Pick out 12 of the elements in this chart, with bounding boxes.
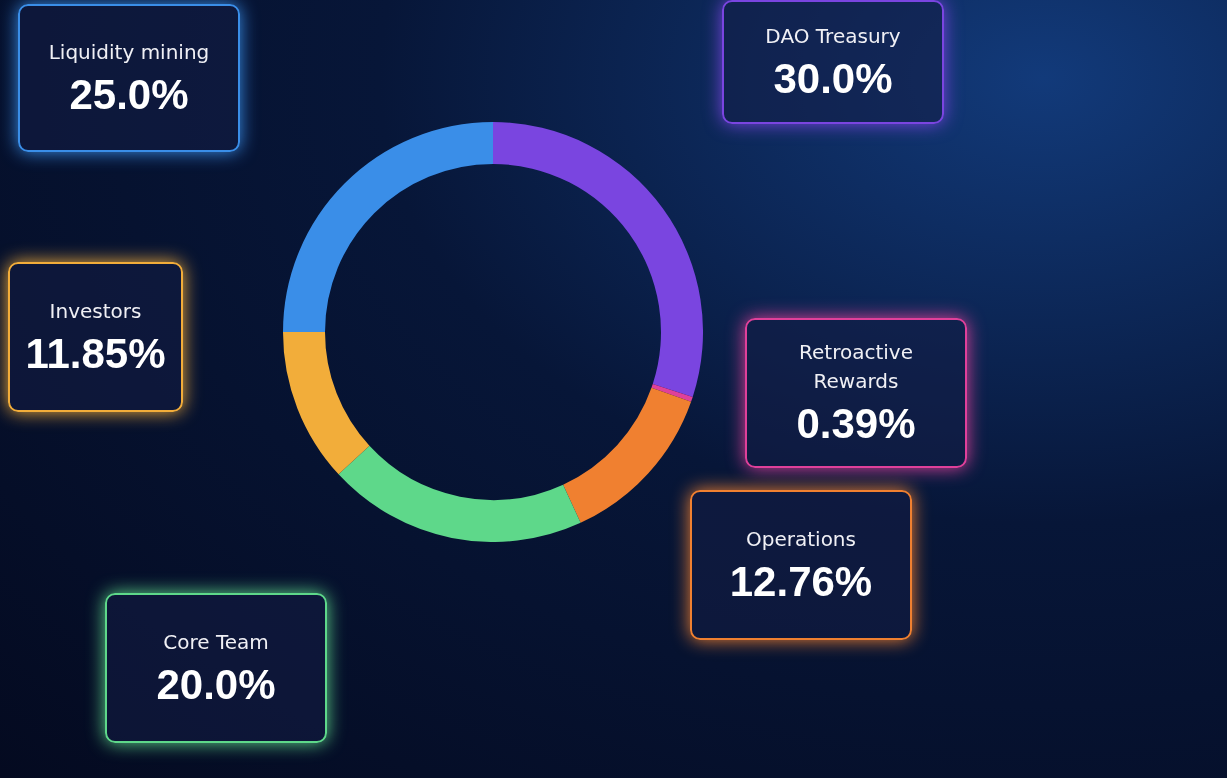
data-label: 25.0%	[69, 70, 189, 119]
slice-label: Retroactive Rewards	[798, 339, 914, 395]
slice-label: Core Team	[163, 628, 269, 656]
data-label: 11.85%	[25, 329, 166, 378]
data-label: 30.0%	[773, 54, 893, 103]
data-label: 0.39%	[796, 400, 916, 448]
slice-label: Operations	[746, 525, 856, 553]
slice-label: Liquidity mining	[48, 38, 210, 66]
slice-label: DAO Treasury	[765, 22, 901, 50]
data-label: 12.76%	[729, 557, 873, 606]
data-label: 20.0%	[156, 660, 276, 709]
slice-label: Investors	[49, 297, 142, 325]
